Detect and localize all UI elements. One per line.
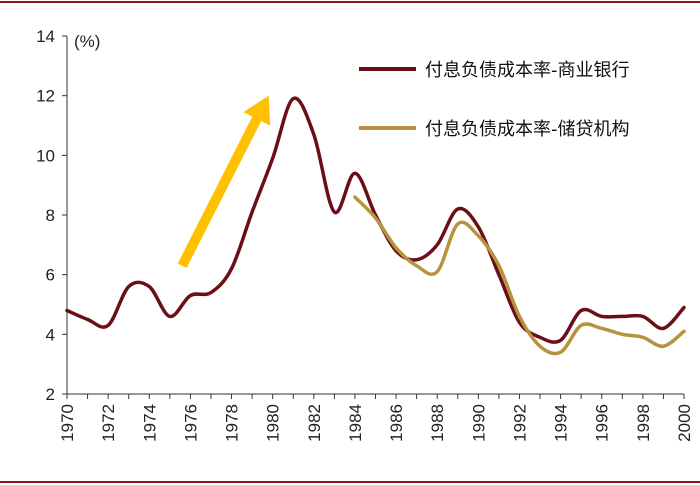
legend-label: 付息负债成本率-储贷机构 bbox=[425, 119, 630, 140]
x-tick-label: 1976 bbox=[181, 404, 200, 442]
x-tick-label: 1974 bbox=[140, 404, 159, 442]
x-tick-label: 1970 bbox=[58, 404, 77, 442]
y-tick-label: 14 bbox=[36, 27, 55, 46]
x-tick-label: 1982 bbox=[305, 404, 324, 442]
axes: 2 4 6 8 10 12 14 1970 1972 1974 1976 1978 1980 1982 19… bbox=[36, 27, 694, 442]
y-tick-label: 8 bbox=[46, 206, 55, 225]
series-line-savings-institutions bbox=[353, 195, 686, 356]
x-tick-label: 1990 bbox=[469, 404, 488, 442]
x-tick-label: 1972 bbox=[99, 404, 118, 442]
y-tick-label: 4 bbox=[46, 325, 55, 344]
x-tick-label: 1988 bbox=[428, 404, 447, 442]
series-line-commercial-banks bbox=[65, 96, 686, 344]
x-tick-label: 2000 bbox=[675, 404, 694, 442]
x-tick-label: 1986 bbox=[387, 404, 406, 442]
trend-arrow-annotation bbox=[177, 95, 271, 268]
x-tick-label: 1996 bbox=[593, 404, 612, 442]
y-tick-label: 12 bbox=[36, 87, 55, 106]
y-tick-label: 10 bbox=[36, 146, 55, 165]
x-tick-label: 1998 bbox=[634, 404, 653, 442]
x-tick-label: 1992 bbox=[510, 404, 529, 442]
y-tick-label: 6 bbox=[46, 266, 55, 285]
x-tick-label: 1984 bbox=[346, 404, 365, 442]
y-unit-label: (%) bbox=[74, 32, 100, 51]
up-arrow-icon bbox=[177, 95, 271, 268]
x-tick-label: 1980 bbox=[264, 404, 283, 442]
y-tick-label: 2 bbox=[46, 385, 55, 404]
legend-label: 付息负债成本率-商业银行 bbox=[425, 60, 630, 81]
x-tick-label: 1994 bbox=[552, 404, 571, 442]
series-lines bbox=[65, 96, 686, 356]
x-tick-label: 1978 bbox=[223, 404, 242, 442]
